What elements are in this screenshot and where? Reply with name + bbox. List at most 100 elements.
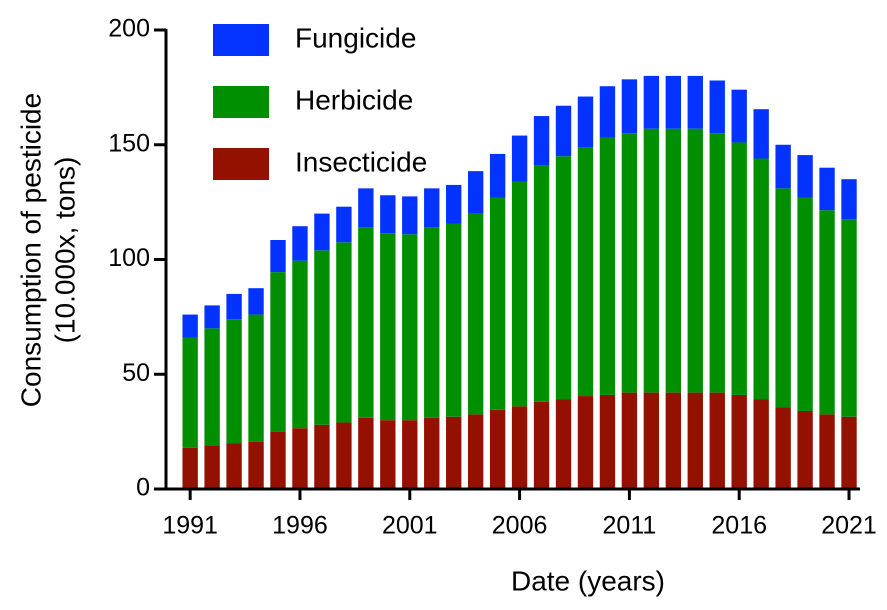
bar-segment [314, 424, 330, 489]
bar-segment [643, 392, 660, 489]
bar-segment [358, 417, 374, 489]
bar-segment [424, 227, 440, 418]
bar-segment [533, 401, 550, 489]
x-tick-label: 2021 [821, 512, 877, 540]
bar-segment [709, 392, 725, 489]
legend-label: Fungicide [295, 22, 416, 53]
bar-segment [182, 447, 198, 489]
bar-segment [533, 116, 550, 166]
bar-segment [446, 184, 462, 224]
bar-segment [248, 441, 264, 489]
x-tick-label: 2016 [711, 512, 767, 540]
bar-segment [599, 394, 616, 489]
bar-segment [511, 135, 528, 182]
bar-segment [577, 396, 594, 489]
bar-segment [731, 142, 747, 395]
bar-segment [731, 394, 747, 489]
bar-segment [314, 213, 330, 251]
bar-segment [226, 443, 242, 489]
y-axis-label-line: (10.000x, tons) [49, 157, 80, 344]
bar-segment [753, 399, 769, 489]
bar-segment [248, 314, 264, 442]
bar-segment [555, 105, 572, 157]
bar-segment [270, 272, 286, 432]
bar-segment [709, 80, 725, 134]
bar-segment [687, 392, 703, 489]
y-tick-label: 200 [108, 15, 150, 43]
bar-segment [270, 239, 286, 273]
bar-segment [204, 328, 220, 446]
bar-segment [402, 196, 418, 235]
bar-segment [380, 233, 396, 421]
bar-segment [621, 133, 638, 393]
bar-segment [380, 420, 396, 489]
bar-segment [402, 420, 418, 489]
bar-segment [182, 314, 198, 338]
bar-segment [489, 153, 506, 198]
bar-segment [665, 392, 682, 489]
bar-segment [819, 414, 835, 489]
bar-segment [489, 409, 506, 489]
y-tick-label: 150 [108, 129, 150, 157]
x-tick-label: 2001 [382, 512, 438, 540]
y-axis-label: Consumption of pesticide (10.000x, tons) [15, 93, 80, 407]
bar-segment [687, 128, 703, 393]
bar-segment [841, 416, 857, 489]
bar-segment [424, 188, 440, 228]
bar-segment [380, 195, 396, 234]
bar-segment [226, 319, 242, 444]
bar-segment [687, 75, 703, 129]
bar-segment [753, 158, 769, 400]
legend-label: Herbicide [295, 84, 413, 115]
bar-segment [292, 428, 308, 489]
bar-segment [709, 133, 725, 393]
x-tick-label: 2011 [603, 512, 657, 540]
bar-segment [841, 219, 857, 417]
bar-segment [665, 75, 682, 129]
bar-segment [489, 197, 506, 410]
bar-segment [270, 431, 286, 489]
bar-segment [775, 144, 791, 189]
bar-segment [446, 223, 462, 417]
bar-segment [797, 197, 813, 411]
y-tick-label: 100 [108, 244, 150, 272]
bar-segment [336, 422, 352, 489]
bar-segment [731, 89, 747, 143]
bar-segment [753, 109, 769, 159]
bar-segment [797, 155, 813, 198]
bar-segment [358, 227, 374, 418]
legend-swatch [213, 86, 269, 118]
bar-segment [819, 210, 835, 415]
bar-segment [621, 79, 638, 134]
bar-segment [467, 171, 484, 214]
bar-segment [292, 260, 308, 429]
bar-segment [643, 75, 660, 129]
x-tick-label: 1991 [162, 512, 218, 540]
bar-segment [314, 250, 330, 425]
bar-segment [446, 416, 462, 489]
bar-segment [555, 399, 572, 489]
bar-segment [204, 305, 220, 329]
bar-segment [467, 414, 484, 489]
bar-segment [511, 181, 528, 407]
bar-segment [665, 128, 682, 393]
bar-segment [424, 417, 440, 489]
bar-segment [577, 147, 594, 397]
bar-segment [226, 293, 242, 320]
y-tick-label: 0 [136, 474, 150, 502]
bar-segment [336, 242, 352, 423]
bar-segment [402, 234, 418, 421]
bar-segment [819, 167, 835, 211]
bar-segment [204, 445, 220, 489]
bar-segment [775, 188, 791, 408]
legend-label: Insecticide [295, 146, 427, 177]
bar-segment [599, 86, 616, 138]
bar-segment [775, 407, 791, 489]
bar-segment [336, 206, 352, 243]
bar-segment [248, 288, 264, 315]
bar-segment [555, 156, 572, 400]
bar-segment [182, 337, 198, 448]
bar-segment [797, 410, 813, 489]
legend-swatch [213, 148, 269, 180]
